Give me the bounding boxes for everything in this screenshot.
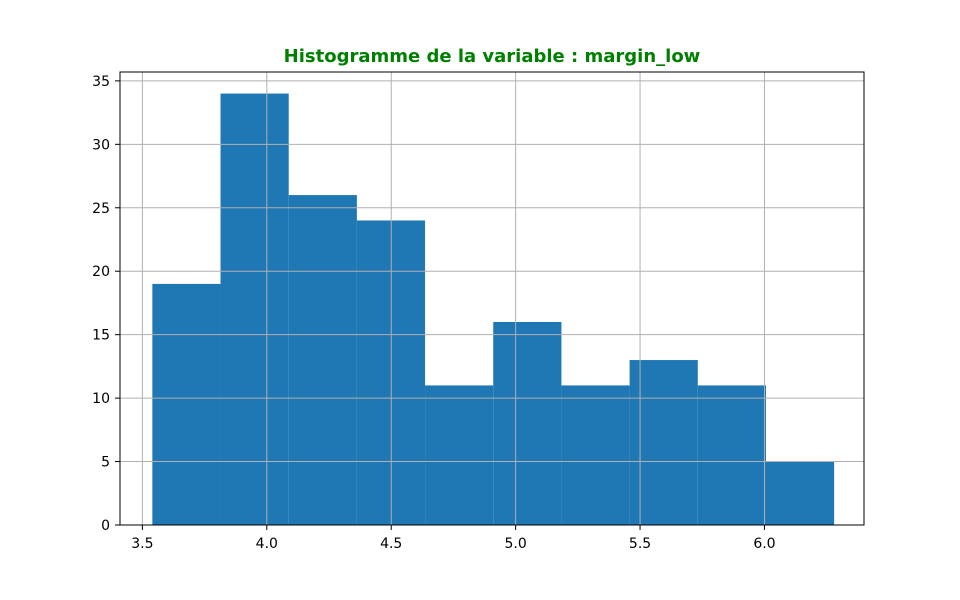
histogram-bars xyxy=(152,93,835,526)
y-tick-label: 10 xyxy=(92,391,110,407)
histogram-bar xyxy=(288,195,357,525)
y-tick-label: 5 xyxy=(101,455,110,471)
histogram-bar xyxy=(493,321,562,525)
y-tick-label: 20 xyxy=(92,264,110,280)
plot-frame xyxy=(119,71,865,526)
x-tick-label: 5.0 xyxy=(505,536,527,552)
histogram-bar xyxy=(765,461,835,525)
histogram-bar xyxy=(697,385,766,525)
histogram-bar xyxy=(220,93,289,526)
y-tick-label: 30 xyxy=(92,137,110,153)
y-axis: 0 5 10 15 20 25 30 35 xyxy=(92,74,120,534)
x-tick-label: 4.5 xyxy=(380,536,402,552)
histogram-bar xyxy=(629,360,698,525)
x-axis: 3.5 4.0 4.5 5.0 5.5 6.0 xyxy=(131,525,776,552)
histogram-bar xyxy=(561,385,630,525)
histogram-bar xyxy=(425,385,494,525)
y-tick-label: 25 xyxy=(92,201,110,217)
x-tick-label: 5.5 xyxy=(629,536,651,552)
y-tick-label: 0 xyxy=(101,518,110,534)
chart-title: Histogramme de la variable : margin_low xyxy=(284,46,701,67)
x-tick-label: 4.0 xyxy=(256,536,278,552)
y-tick-label: 35 xyxy=(92,74,110,90)
histogram-bar xyxy=(152,283,221,525)
x-tick-label: 3.5 xyxy=(131,536,153,552)
x-tick-label: 6.0 xyxy=(753,536,775,552)
y-tick-label: 15 xyxy=(92,328,110,344)
